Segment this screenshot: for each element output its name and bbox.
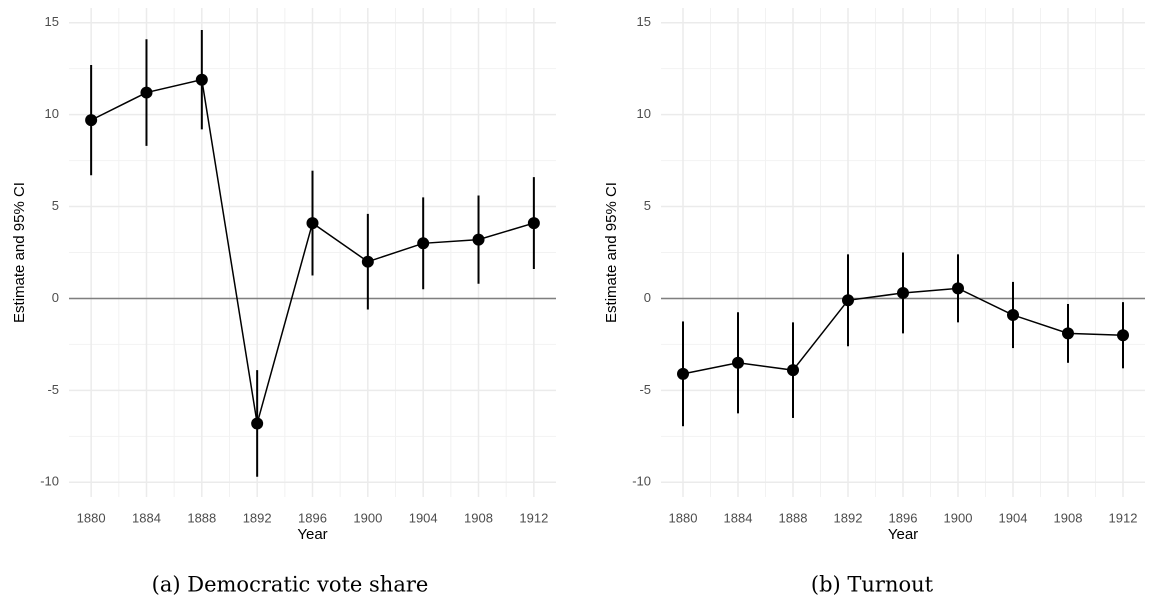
x-tick-label: 1888 [779,510,808,525]
x-tick-label: 1912 [1109,510,1138,525]
point [1117,329,1129,342]
x-tick-label: 1896 [889,510,918,525]
x-tick-label: 1892 [834,510,863,525]
x-tick-label: 1880 [669,510,698,525]
caption: (a) Democratic vote share [152,573,429,597]
point [787,364,799,377]
point [251,417,264,430]
point [417,237,430,250]
y-axis-title: Estimate and 95% CI [11,182,28,323]
x-tick-label: 1880 [77,510,106,525]
x-axis-title: Year [888,526,918,543]
y-tick-label: 10 [45,106,59,121]
y-tick-label: 15 [637,14,651,29]
y-tick-label: -10 [632,474,651,489]
caption: (b) Turnout [811,573,934,597]
x-tick-label: 1884 [132,510,161,525]
y-tick-label: 15 [45,14,59,29]
y-tick-label: 5 [644,198,651,213]
x-tick-label: 1896 [298,510,327,525]
x-tick-label: 1900 [944,510,973,525]
x-axis-title: Year [297,526,327,543]
y-tick-label: -5 [639,382,651,397]
x-tick-label: 1904 [409,510,438,525]
x-tick-label: 1908 [464,510,493,525]
point [361,255,374,268]
x-tick-label: 1884 [724,510,753,525]
point [952,282,964,295]
y-tick-label: 0 [644,290,651,305]
point [1062,327,1074,340]
point [677,367,689,380]
x-tick-label: 1908 [1054,510,1083,525]
point [140,86,153,99]
point [1007,309,1019,322]
y-tick-label: -5 [47,382,59,397]
x-tick-label: 1912 [519,510,548,525]
point [842,294,854,307]
point [897,286,909,299]
y-axis-title: Estimate and 95% CI [603,182,620,323]
point [732,356,744,369]
y-tick-label: 10 [637,106,651,121]
y-tick-label: -10 [40,474,59,489]
point [85,114,98,127]
x-tick-label: 1904 [999,510,1028,525]
point [472,233,485,246]
x-tick-label: 1888 [187,510,216,525]
point [195,73,208,86]
x-tick-label: 1900 [353,510,382,525]
y-tick-label: 5 [52,198,59,213]
y-tick-label: 0 [52,290,59,305]
point [306,217,319,230]
x-tick-label: 1892 [243,510,272,525]
point [527,217,540,230]
